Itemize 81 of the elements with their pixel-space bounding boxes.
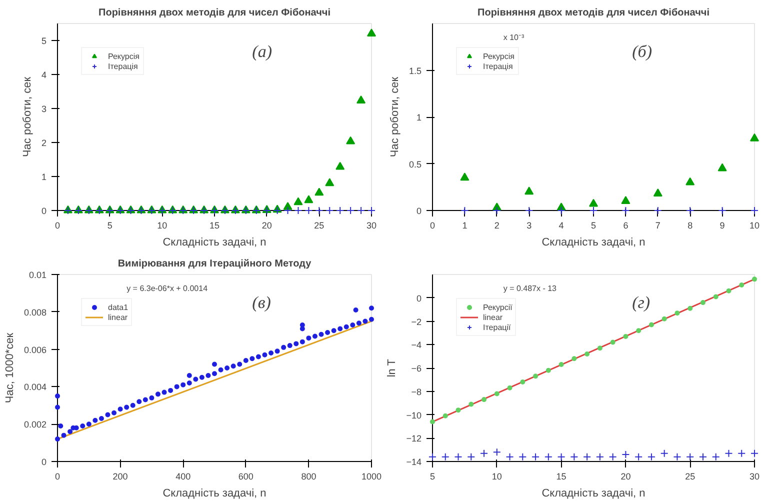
x-tick-label: 0 <box>54 220 60 230</box>
y-axis-title: Час роботи, сек <box>388 76 401 158</box>
y-tick-label: 1 <box>41 172 47 182</box>
y-tick-label: 3 <box>41 104 47 114</box>
y-tick-label: −2 <box>411 316 422 327</box>
y-tick-label: 0 <box>41 206 47 216</box>
y-tick-label: 0.5 <box>408 159 422 170</box>
x-tick-label: 4 <box>558 220 564 230</box>
y-axis-title: Час, 1000*сек <box>4 332 16 404</box>
y-tick-label: 1.5 <box>408 66 422 76</box>
x-axis-title: Складність задачі, n <box>162 236 266 248</box>
x-tick-label: 15 <box>556 472 566 482</box>
legend-label: linear <box>483 312 503 322</box>
x-tick-label: 9 <box>720 220 725 230</box>
chart-title: Вимірювання для Ітераційного Методу <box>118 258 312 270</box>
legend-label: linear <box>108 312 128 322</box>
y-tick-label: −8 <box>411 386 422 397</box>
legend-label: Ітерація <box>108 61 138 71</box>
x-tick-label: 25 <box>314 220 324 230</box>
y-tick-label: 0.01 <box>28 270 47 280</box>
y-axis-title: Час роботи, сек <box>21 76 34 158</box>
x-tick-label: 1000 <box>361 472 382 482</box>
y-tick-label: 4 <box>41 70 47 80</box>
legend-label: data1 <box>108 302 128 312</box>
y-tick-label: 5 <box>41 36 47 46</box>
legend-label: Ітерації <box>483 322 511 332</box>
legend-label: Рекурсія <box>483 51 514 61</box>
x-axis-title: Складність задачі, n <box>542 236 646 248</box>
y-tick-label: 0.004 <box>24 382 47 392</box>
legend-label: Рекурсія <box>108 51 140 61</box>
y-tick-label: −4 <box>411 340 422 350</box>
legend-label: Ітерація <box>483 61 513 71</box>
annotation: (а) <box>252 42 272 61</box>
x-tick-label: 200 <box>112 472 128 482</box>
y-tick-label: 0 <box>416 206 422 216</box>
x-tick-label: 25 <box>685 472 696 482</box>
x-tick-label: 3 <box>526 220 532 230</box>
annotation: (г) <box>632 292 650 312</box>
y-tick-label: 0.008 <box>24 307 47 318</box>
y-axis-title: ln T <box>386 358 398 378</box>
y-tick-label: 0 <box>416 293 422 304</box>
x-tick-label: 10 <box>749 220 760 230</box>
x-tick-label: 5 <box>107 220 112 230</box>
x-tick-label: 7 <box>655 220 660 230</box>
y-tick-label: 0.006 <box>24 344 47 355</box>
x-tick-label: 8 <box>688 220 693 230</box>
x-tick-label: 400 <box>176 472 191 482</box>
x-tick-label: 10 <box>157 220 168 230</box>
x-axis-title: Складність задачі, n <box>542 488 646 500</box>
y-tick-label: 0 <box>41 457 47 467</box>
annotation: y = 6.3e-06*x + 0.0014 <box>126 284 208 294</box>
y-tick-label: 1 <box>416 112 422 122</box>
x-tick-label: 1 <box>462 220 468 230</box>
y-tick-label: 2 <box>41 138 47 148</box>
x-tick-label: 15 <box>209 220 220 230</box>
y-tick-label: 0.002 <box>24 420 47 430</box>
x-tick-label: 0 <box>430 220 436 230</box>
annotation: x 10⁻³ <box>503 33 524 42</box>
x-tick-label: 20 <box>620 472 631 482</box>
y-tick-label: −6 <box>411 364 422 374</box>
x-tick-label: 5 <box>590 220 596 230</box>
annotation: (б) <box>632 42 652 61</box>
annotation: y = 0.487x - 13 <box>503 284 558 294</box>
y-tick-label: −10 <box>406 410 422 420</box>
chart-title: Порівняння двох методів для чисел Фібоначчі <box>98 8 331 18</box>
x-tick-label: 600 <box>238 472 254 482</box>
x-tick-label: 30 <box>749 472 760 482</box>
x-axis-title: Складність задачі, n <box>162 488 266 500</box>
x-tick-label: 2 <box>494 220 500 230</box>
x-tick-label: 10 <box>492 472 502 482</box>
legend-label: Рекурсії <box>483 302 512 312</box>
annotation: (в) <box>252 292 272 312</box>
x-tick-label: 0 <box>54 472 60 482</box>
x-tick-label: 5 <box>430 472 436 482</box>
y-tick-label: −14 <box>406 457 422 467</box>
x-tick-label: 800 <box>301 472 316 482</box>
chart-title: Порівняння двох методів для чисел Фібоначчі <box>478 8 710 18</box>
x-tick-label: 20 <box>262 220 272 230</box>
y-tick-label: −12 <box>406 434 422 444</box>
x-tick-label: 6 <box>623 220 628 230</box>
x-tick-label: 30 <box>366 220 377 230</box>
